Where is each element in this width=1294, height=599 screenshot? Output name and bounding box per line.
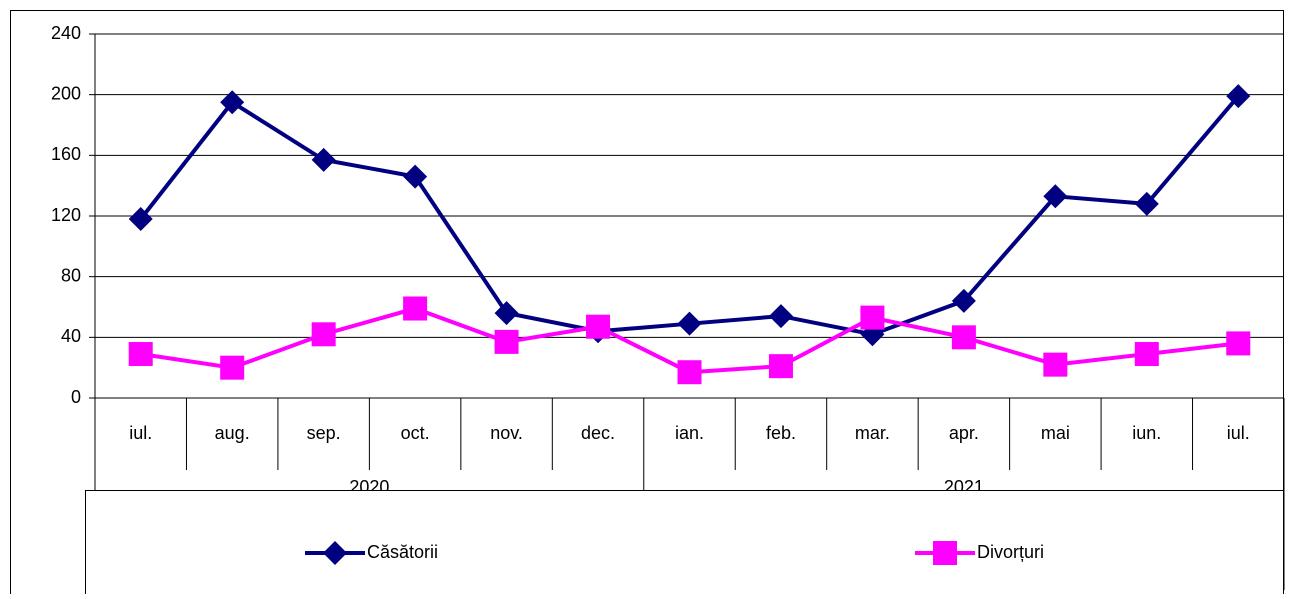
marker bbox=[677, 360, 702, 385]
marker bbox=[1043, 184, 1068, 209]
x-tick-label: feb. bbox=[766, 423, 796, 443]
y-tick-label: 80 bbox=[61, 265, 81, 285]
x-tick-label: aug. bbox=[215, 423, 250, 443]
legend-label: Divorțuri bbox=[977, 542, 1044, 562]
marker bbox=[323, 541, 347, 565]
marker bbox=[311, 322, 336, 347]
marker bbox=[494, 301, 519, 326]
y-tick-label: 160 bbox=[51, 144, 81, 164]
x-tick-label: oct. bbox=[401, 423, 430, 443]
x-tick-label: dec. bbox=[581, 423, 615, 443]
marker bbox=[677, 311, 702, 336]
series-line bbox=[139, 94, 1240, 337]
legend-label: Căsătorii bbox=[367, 542, 438, 562]
marker bbox=[1226, 84, 1251, 109]
marker bbox=[1134, 191, 1159, 216]
y-tick-label: 0 bbox=[71, 387, 81, 407]
marker bbox=[311, 147, 336, 172]
marker bbox=[1134, 342, 1159, 367]
x-tick-label: iul. bbox=[129, 423, 152, 443]
marker bbox=[220, 90, 245, 115]
y-tick-label: 240 bbox=[51, 23, 81, 43]
legend-box bbox=[85, 490, 1284, 599]
marker bbox=[951, 325, 976, 350]
marker bbox=[933, 541, 957, 565]
x-tick-label: iul. bbox=[1227, 423, 1250, 443]
marker bbox=[494, 329, 519, 354]
x-tick-label: mai bbox=[1041, 423, 1070, 443]
marker bbox=[768, 304, 793, 329]
marker bbox=[951, 288, 976, 313]
x-tick-label: ian. bbox=[675, 423, 704, 443]
x-tick-label: mar. bbox=[855, 423, 890, 443]
marker bbox=[403, 164, 428, 189]
x-tick-label: sep. bbox=[307, 423, 341, 443]
marker bbox=[1226, 331, 1251, 356]
marker bbox=[220, 355, 245, 380]
x-tick-label: nov. bbox=[490, 423, 523, 443]
marker bbox=[403, 296, 428, 321]
marker bbox=[768, 354, 793, 379]
marker bbox=[128, 342, 153, 367]
marker bbox=[128, 207, 153, 232]
y-tick-label: 200 bbox=[51, 83, 81, 103]
x-tick-label: apr. bbox=[949, 423, 979, 443]
x-tick-label: iun. bbox=[1132, 423, 1161, 443]
marker bbox=[586, 314, 611, 339]
y-tick-label: 40 bbox=[61, 326, 81, 346]
y-tick-label: 120 bbox=[51, 205, 81, 225]
chart-frame bbox=[10, 10, 1284, 599]
marker bbox=[860, 305, 885, 330]
marker bbox=[1043, 352, 1068, 377]
